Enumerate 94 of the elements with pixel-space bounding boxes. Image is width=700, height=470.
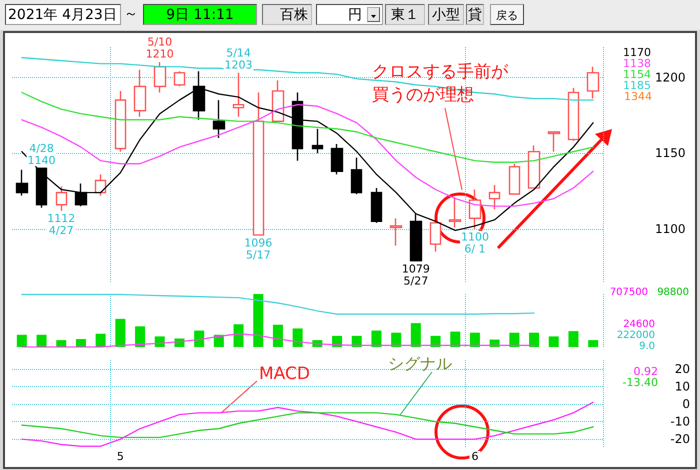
candlestick: [468, 188, 482, 230]
candlestick: [548, 131, 560, 152]
candlestick: [586, 66, 600, 100]
text: 1185: [623, 79, 651, 92]
bar: [56, 340, 66, 347]
text: 戻る: [490, 4, 524, 25]
candlestick: [350, 157, 362, 195]
text: 707500: [608, 287, 648, 298]
text: 9日 11:11: [143, 4, 257, 25]
candlestick: [312, 128, 324, 154]
candlestick: [430, 222, 442, 252]
bar: [292, 328, 303, 347]
candlestick: [16, 169, 28, 196]
candlestick: [56, 186, 68, 212]
bar: [272, 324, 283, 347]
candlestick: [174, 70, 186, 88]
annotation: 4/28 1140: [28, 142, 56, 167]
bar: [568, 331, 578, 347]
series-label: MACD: [259, 364, 310, 384]
candlestick: [330, 143, 344, 176]
text: 1154: [623, 68, 651, 81]
text: 1170: [623, 46, 651, 59]
annotation: 5/10 1210: [146, 36, 174, 61]
bar: [96, 334, 106, 347]
bar: [470, 332, 480, 347]
x-tick-label: 6: [471, 450, 478, 463]
line-series: [21, 104, 594, 207]
bar: [253, 294, 264, 347]
text: 222000: [616, 330, 655, 341]
candlestick: [74, 182, 88, 207]
bar: [115, 318, 126, 347]
bar: [588, 340, 598, 347]
text: 24600: [622, 319, 655, 330]
candlestick: [292, 92, 304, 162]
text: 東１: [385, 4, 425, 25]
y-tick-label: 1150: [655, 146, 686, 160]
bar: [509, 332, 520, 347]
text: 1138: [623, 57, 651, 70]
text: 百株: [262, 4, 312, 25]
candlestick: [114, 90, 126, 152]
bar: [76, 339, 86, 347]
bar: [430, 336, 441, 347]
y-tick-label: 1100: [655, 222, 686, 236]
bar: [410, 323, 421, 347]
candlestick: [252, 92, 264, 236]
bar: [548, 336, 559, 347]
bar: [391, 332, 402, 347]
text: 小型: [428, 4, 464, 25]
bar: [135, 326, 146, 347]
text: 2021年 4月23日: [5, 4, 121, 25]
candlestick: [488, 184, 500, 210]
text: シグナル: [388, 354, 452, 375]
annotation: 1079 5/27: [402, 262, 430, 288]
text: -13.40: [622, 376, 658, 389]
candlestick: [154, 62, 166, 94]
y-tick-label: 10: [674, 379, 690, 394]
bar: [194, 330, 204, 347]
y-tick-label: 1200: [655, 70, 686, 84]
text: ～: [124, 5, 139, 24]
candlestick: [370, 187, 382, 224]
line-series: [21, 412, 594, 438]
annotation: クロスする手前が買うのが理想: [372, 61, 509, 107]
text: 0.92: [634, 365, 658, 378]
text: 円: [316, 4, 383, 25]
bar: [36, 334, 47, 347]
candlestick: [36, 168, 48, 208]
candlestick: [448, 196, 462, 228]
bar: [450, 332, 460, 347]
annotation: 1112 4/27: [47, 212, 76, 238]
x-tick-label: 5: [116, 450, 124, 463]
y-tick-label: 20: [674, 362, 690, 376]
line-series: [21, 402, 594, 447]
text: 1344: [624, 90, 652, 103]
bar: [371, 330, 382, 347]
candlestick: [568, 87, 580, 142]
candlestick: [390, 218, 402, 246]
text: 9.0: [638, 341, 655, 352]
y-tick-label: 0: [682, 397, 690, 411]
candlestick: [508, 163, 520, 195]
bar: [529, 332, 540, 347]
y-tick-label: -20: [670, 432, 690, 446]
annotation: 1096 5/17: [244, 236, 272, 262]
candlestick: [528, 144, 540, 189]
candlestick: [212, 99, 226, 139]
candlestick: [232, 72, 244, 118]
y-tick-label: -10: [670, 414, 690, 429]
bar: [234, 324, 244, 347]
candlestick: [134, 69, 146, 118]
text: 98800: [657, 287, 689, 298]
bar: [16, 334, 27, 347]
candlestick: [272, 80, 284, 122]
annotation: 5/14 1203: [224, 46, 253, 72]
annotation: 1100 6/ 1: [460, 230, 489, 256]
text: 貸: [466, 4, 484, 25]
